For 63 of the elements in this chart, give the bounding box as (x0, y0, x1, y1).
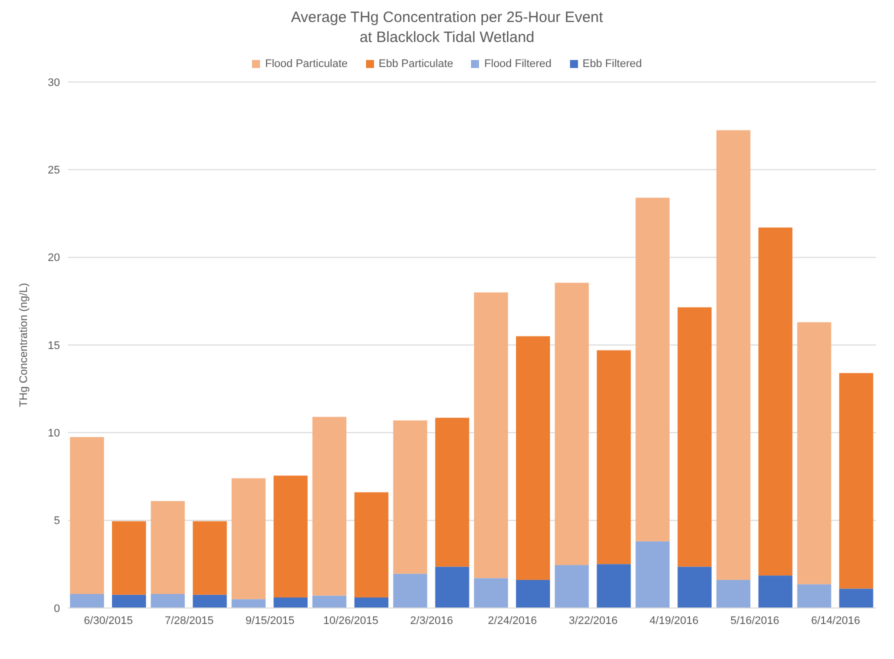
x-tick-label: 5/16/2016 (730, 614, 780, 627)
x-tick-label: 9/15/2015 (246, 614, 294, 627)
y-tick-label: 20 (48, 252, 60, 264)
bar (596, 350, 631, 564)
bar (312, 596, 346, 608)
legend-label: Ebb Filtered (582, 58, 642, 70)
bar (716, 130, 750, 580)
bar (716, 580, 750, 608)
x-tick-label: 4/19/2016 (650, 614, 698, 627)
bar (678, 566, 712, 608)
bar (393, 420, 428, 574)
x-tick-label: 6/30/2015 (84, 614, 133, 627)
x-tick-label: 2/3/2016 (410, 614, 454, 627)
bar (192, 594, 227, 608)
y-tick-label: 15 (48, 340, 60, 352)
bar (758, 228, 792, 576)
bar (678, 307, 712, 567)
bar (274, 476, 308, 598)
y-tick-label: 0 (54, 602, 60, 615)
bar (393, 574, 428, 608)
bar (354, 597, 388, 608)
bar (232, 599, 266, 608)
bar (112, 521, 146, 595)
x-tick-label: 7/28/2015 (164, 614, 214, 627)
bar (150, 501, 185, 594)
bar (797, 322, 832, 584)
bar (435, 418, 470, 567)
bar (435, 566, 470, 608)
bar (797, 584, 832, 608)
bar (636, 198, 670, 542)
y-tick-label: 25 (48, 164, 60, 177)
y-tick-label: 10 (48, 428, 60, 440)
bar (516, 580, 550, 608)
chart-title: Average THg Concentration per 25-Hour Event at Blacklock Tidal Wetland (290, 8, 604, 48)
bar (354, 492, 388, 598)
bar (758, 576, 792, 608)
x-tick-label: 6/14/2016 (811, 614, 860, 627)
bar (636, 541, 670, 608)
bar (70, 594, 104, 608)
bar (554, 565, 589, 608)
bar (516, 336, 550, 580)
bar (474, 578, 508, 608)
legend-label: Flood Particulate (264, 58, 348, 70)
bar (554, 282, 589, 566)
bar (839, 373, 874, 589)
bar (232, 478, 266, 600)
x-tick-label: 2/24/2016 (488, 614, 537, 627)
y-tick-label: 30 (48, 76, 60, 89)
x-tick-label: 10/26/2015 (323, 614, 378, 627)
legend-label: Flood Filtered (483, 58, 552, 70)
legend-label: Ebb Particulate (378, 58, 454, 70)
bar (312, 416, 346, 596)
bar (192, 521, 227, 595)
bar (839, 588, 874, 608)
y-tick-label: 5 (54, 515, 60, 528)
y-axis-title: THg Concentration (ng/L) (18, 282, 30, 408)
bar (150, 594, 185, 608)
bar (112, 594, 146, 608)
bar (70, 437, 104, 594)
bar (474, 292, 508, 578)
x-tick-label: 3/22/2016 (568, 614, 618, 627)
bar (596, 564, 631, 608)
bar (274, 597, 308, 608)
